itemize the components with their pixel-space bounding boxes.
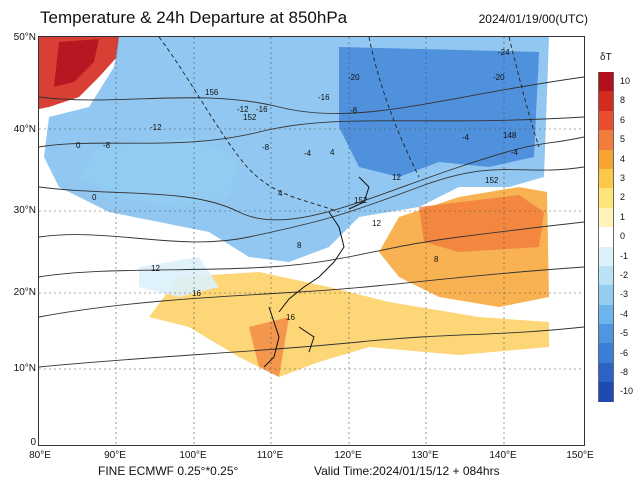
legend-tick-label: 5: [620, 134, 626, 145]
legend-tick-label: -4: [620, 308, 629, 319]
legend-swatch: [598, 285, 614, 305]
legend-tick-label: 0: [620, 231, 626, 242]
legend-tick-label: -5: [620, 328, 629, 339]
legend-tick-label: -3: [620, 289, 629, 300]
legend-swatch: [598, 130, 614, 150]
legend-swatch: [598, 324, 614, 344]
legend-swatch: [598, 343, 614, 363]
cold-anomaly-west: [79, 137, 239, 207]
coastline: [263, 176, 370, 368]
lon-label-110e: 110°E: [256, 450, 284, 461]
color-legend: [598, 72, 614, 402]
lon-label-140e: 140°E: [489, 450, 517, 461]
lat-label-40n: 40°N: [13, 124, 36, 135]
warm-anomaly-south-patch: [249, 317, 289, 377]
legend-tick-label: 3: [620, 173, 626, 183]
lat-label-10n: 10°N: [13, 363, 36, 374]
legend-tick-label: -10: [620, 386, 634, 397]
map-panel: [38, 36, 585, 446]
legend-swatch: [598, 149, 614, 169]
geopotential-contours: [158, 37, 540, 213]
legend-swatch: [598, 72, 614, 92]
legend-tick-label: -1: [620, 250, 629, 261]
legend-swatch: [598, 91, 614, 111]
legend-tick-label: -8: [620, 367, 629, 377]
lat-label-20n: 20°N: [13, 287, 36, 298]
legend-tick-label: 1: [620, 211, 626, 222]
warm-anomaly-northwest-core: [54, 39, 99, 87]
lon-label-150e: 150°E: [566, 450, 594, 461]
legend-tick-label: 4: [620, 153, 626, 164]
legend-tick-label: -6: [620, 347, 629, 358]
legend-swatch: [598, 246, 614, 266]
valid-time: Valid Time:2024/01/15/12 + 084hrs: [314, 464, 500, 478]
legend-tick-label: 10: [620, 76, 631, 86]
lon-label-90e: 90°E: [104, 450, 126, 461]
warm-anomaly-east-core: [419, 195, 544, 252]
cold-anomaly-core: [339, 47, 539, 177]
legend-title: δT: [600, 52, 612, 63]
lon-label-100e: 100°E: [179, 450, 207, 461]
lon-label-80e: 80°E: [29, 450, 51, 461]
legend-swatch: [598, 362, 614, 383]
legend-swatch: [598, 207, 614, 228]
graticule: [39, 37, 584, 445]
legend-swatch: [598, 304, 614, 325]
model-info: FINE ECMWF 0.25°*0.25°: [98, 464, 239, 478]
lon-label-120e: 120°E: [334, 450, 362, 461]
cold-anomaly-south-patch: [139, 257, 219, 297]
legend-swatch: [598, 168, 614, 189]
lat-label-30n: 30°N: [13, 205, 36, 216]
weather-map: [39, 37, 584, 445]
legend-swatch: [598, 265, 614, 286]
legend-swatch: [598, 188, 614, 208]
lat-label-50n: 50°N: [13, 32, 36, 43]
legend-tick-label: 6: [620, 114, 626, 125]
lat-label-0: 0: [30, 437, 36, 448]
legend-swatch: [598, 110, 614, 131]
legend-tick-label: -2: [620, 270, 629, 280]
legend-tick-label: 8: [620, 95, 626, 106]
map-title: Temperature & 24h Departure at 850hPa: [40, 8, 348, 27]
forecast-timestamp: 2024/01/19/00(UTC): [478, 12, 588, 26]
lon-label-130e: 130°E: [411, 450, 439, 461]
isotherm-contours: [39, 76, 584, 368]
legend-swatch: [598, 227, 614, 247]
legend-tick-label: 2: [620, 192, 626, 203]
legend-swatch: [598, 382, 614, 402]
